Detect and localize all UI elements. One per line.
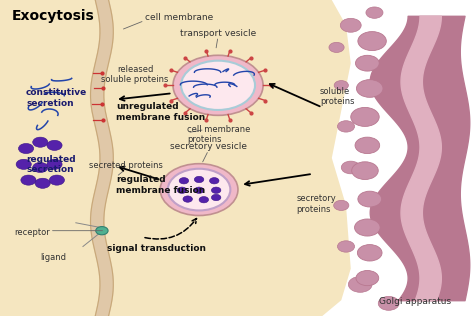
Text: signal transduction: signal transduction: [107, 244, 206, 252]
Circle shape: [378, 296, 399, 310]
Text: Exocytosis: Exocytosis: [12, 9, 95, 23]
Circle shape: [18, 143, 34, 154]
Text: secretory vesicle: secretory vesicle: [170, 143, 247, 151]
Circle shape: [210, 178, 219, 184]
Circle shape: [340, 18, 361, 32]
Circle shape: [341, 161, 360, 174]
Text: Golgi apparatus: Golgi apparatus: [379, 297, 451, 306]
Circle shape: [355, 219, 380, 236]
Circle shape: [35, 178, 50, 188]
Circle shape: [179, 178, 189, 184]
Text: ligand: ligand: [40, 253, 66, 262]
Circle shape: [357, 245, 382, 261]
Circle shape: [348, 276, 372, 292]
Circle shape: [356, 55, 379, 71]
Circle shape: [33, 137, 48, 147]
Circle shape: [160, 164, 238, 216]
Circle shape: [47, 159, 62, 169]
Circle shape: [358, 32, 386, 51]
Circle shape: [352, 162, 378, 179]
Text: constitutive
secretion: constitutive secretion: [26, 88, 87, 108]
Circle shape: [183, 196, 192, 202]
Circle shape: [96, 227, 108, 235]
Text: regulated
membrane fusion: regulated membrane fusion: [116, 175, 205, 195]
Circle shape: [199, 197, 209, 203]
Circle shape: [21, 175, 36, 185]
Circle shape: [356, 80, 383, 97]
Circle shape: [194, 176, 204, 183]
Circle shape: [329, 42, 344, 52]
Circle shape: [181, 61, 255, 110]
Text: unregulated
membrane fusion: unregulated membrane fusion: [116, 102, 205, 122]
Circle shape: [211, 187, 221, 193]
Circle shape: [16, 159, 31, 169]
Circle shape: [168, 169, 230, 210]
Text: secretory
proteins: secretory proteins: [296, 194, 336, 214]
Text: receptor: receptor: [14, 228, 50, 237]
Circle shape: [173, 55, 263, 115]
Text: released
soluble proteins: released soluble proteins: [101, 64, 169, 84]
Circle shape: [194, 187, 204, 193]
PathPatch shape: [0, 0, 351, 316]
Circle shape: [351, 107, 379, 126]
Circle shape: [211, 194, 221, 201]
Circle shape: [33, 162, 48, 173]
Circle shape: [366, 7, 383, 18]
Circle shape: [337, 241, 355, 252]
Circle shape: [177, 187, 187, 193]
Circle shape: [337, 121, 355, 132]
Circle shape: [355, 137, 380, 154]
Circle shape: [356, 270, 379, 286]
Circle shape: [49, 175, 64, 185]
Circle shape: [334, 81, 348, 90]
Text: cell membrane
proteins: cell membrane proteins: [187, 125, 251, 144]
Text: transport vesicle: transport vesicle: [180, 29, 256, 38]
Text: regulated
secretion: regulated secretion: [26, 155, 76, 174]
Text: cell membrane: cell membrane: [145, 13, 213, 22]
Circle shape: [47, 140, 62, 150]
Circle shape: [358, 191, 382, 207]
Text: secreted proteins: secreted proteins: [89, 161, 163, 170]
Text: soluble
proteins: soluble proteins: [320, 87, 355, 106]
Circle shape: [334, 200, 349, 210]
